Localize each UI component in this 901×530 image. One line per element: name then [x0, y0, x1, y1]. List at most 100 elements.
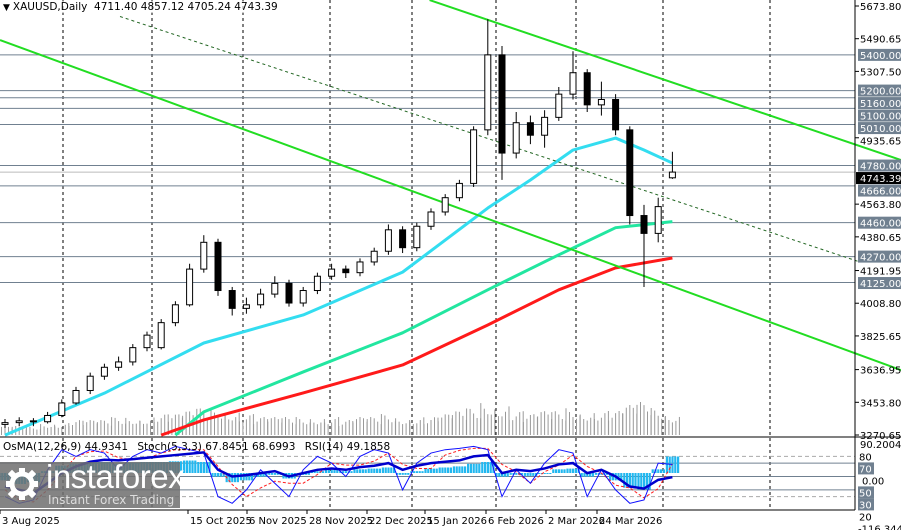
osma-bar [438, 467, 441, 473]
y-tick-label: 4191.95 [860, 267, 901, 278]
osma-bar [222, 473, 225, 477]
osma-bar [501, 473, 504, 477]
level-label-bg [858, 97, 901, 110]
bull-candle [143, 334, 151, 349]
osma-bar [671, 456, 674, 473]
osma-bar [606, 473, 609, 475]
osma-bar [211, 473, 214, 477]
osma-bar [623, 473, 626, 488]
bull-candle [512, 122, 520, 154]
y-tick-label: 5673.80 [860, 2, 901, 13]
osma-bar [435, 468, 438, 473]
osma-bar [432, 468, 435, 473]
y-tick-label: 3825.65 [860, 332, 901, 343]
x-tick-label: 24 Mar 2026 [599, 516, 662, 527]
osma-bar [583, 473, 586, 477]
osma-bar [197, 462, 200, 473]
osma-bar [677, 456, 680, 473]
trendline [429, 0, 901, 161]
osma-bar [202, 462, 205, 473]
bear-candle [640, 215, 648, 234]
osma-bar [390, 467, 393, 473]
osma-bar [552, 469, 555, 473]
moving-average-ma_fast [4, 136, 674, 437]
moving-average-ma_slow [160, 256, 673, 437]
osma-bar [464, 466, 467, 473]
trendlines[interactable] [0, 0, 901, 372]
osma-bar [307, 473, 310, 475]
osma-bar [532, 473, 535, 476]
osma-bar [398, 473, 401, 475]
bull-candle [72, 389, 80, 404]
x-tick-label: 15 Oct 2025 [190, 516, 252, 527]
y-tick-label: 3453.80 [860, 398, 901, 409]
y-tick-label: 4563.80 [860, 200, 901, 211]
osma-bar [259, 473, 262, 477]
osma-bar [560, 469, 563, 473]
level-label-bg [858, 84, 901, 97]
osma-bar [183, 460, 186, 473]
bull-candle [44, 414, 52, 423]
bull-candle [668, 171, 676, 179]
osma-bar [572, 468, 575, 473]
osma-bar [455, 466, 458, 473]
bull-candle [271, 282, 279, 295]
gear-logo-icon [6, 468, 38, 500]
y-tick-label: 3636.95 [860, 366, 901, 377]
osma-bar [353, 469, 356, 473]
y-tick-label: 4380.65 [860, 233, 901, 244]
level-label: 5010.00 [860, 124, 901, 135]
level-label-bg [858, 216, 901, 229]
axes [0, 0, 901, 514]
osma-bar [236, 473, 239, 483]
osma-bar [350, 471, 353, 473]
osma-bar [342, 471, 345, 473]
osc-scale-bottom: -116.3446 [858, 524, 901, 530]
osma-bar [330, 470, 333, 473]
osma-bar [322, 471, 325, 473]
y-tick-label: 5307.50 [860, 67, 901, 78]
watermark-tagline: Instant Forex Trading [48, 493, 175, 507]
stoch-label: Stoch(5,3,3) 67.8451 68.6993 [137, 441, 296, 453]
bear-candle [342, 268, 350, 274]
y-tick-label: 3270.65 [860, 431, 901, 442]
osma-bar [484, 462, 487, 473]
osma-bar [520, 473, 523, 475]
osma-bar [276, 473, 279, 475]
level-label: 5400.00 [860, 51, 901, 62]
bear-candle [285, 282, 293, 304]
bull-candle [470, 129, 478, 184]
osma-bar [495, 473, 498, 477]
osma-bar [381, 467, 384, 473]
level-label: 4460.00 [860, 219, 901, 230]
bull-candle [484, 54, 492, 131]
osma-bar [526, 473, 529, 476]
trendline [119, 16, 860, 263]
chart-title: ▼ XAUUSD,Daily 4711.40 4857.12 4705.24 47… [3, 1, 278, 13]
bull-candle [384, 229, 392, 252]
level-label: 4780.00 [860, 162, 901, 173]
x-tick-label: 22 Dec 2025 [369, 516, 433, 527]
x-tick-label: 28 Nov 2025 [309, 516, 373, 527]
osma-bar [200, 462, 203, 473]
osma-bar [217, 473, 220, 477]
osma-bar [361, 469, 364, 473]
osma-bar [662, 469, 665, 473]
osc-scale-top: 90.2004 [860, 440, 901, 451]
osma-bar [415, 471, 418, 473]
osma-label: OsMA(12,26,9) 44.9341 [3, 441, 129, 453]
osma-bar [546, 473, 549, 474]
osma-bar [413, 471, 416, 473]
osma-bar [404, 473, 407, 475]
osma-bar [208, 462, 211, 473]
watermark-logo-text: instaforex [46, 458, 185, 495]
osma-bar [370, 468, 373, 473]
bull-candle [242, 304, 250, 309]
osma-bar [665, 456, 668, 473]
candles [1, 19, 676, 428]
dropdown-arrow-icon[interactable]: ▼ [3, 3, 10, 13]
bull-candle [597, 99, 605, 106]
bull-candle [186, 268, 194, 306]
bull-candle [569, 72, 577, 95]
bull-candle [15, 420, 23, 424]
